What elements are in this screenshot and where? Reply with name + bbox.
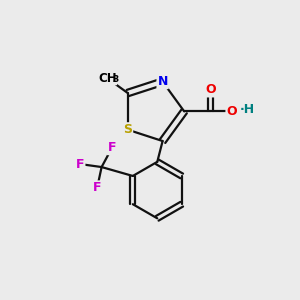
Text: ·H: ·H xyxy=(240,103,255,116)
Text: 3: 3 xyxy=(112,76,119,85)
Text: F: F xyxy=(108,141,116,154)
Text: F: F xyxy=(93,182,101,194)
Text: O: O xyxy=(226,105,237,118)
Text: N: N xyxy=(158,75,168,88)
Text: F: F xyxy=(76,158,85,171)
Text: O: O xyxy=(205,83,216,97)
Text: S: S xyxy=(123,123,132,136)
Text: CH: CH xyxy=(98,72,117,85)
